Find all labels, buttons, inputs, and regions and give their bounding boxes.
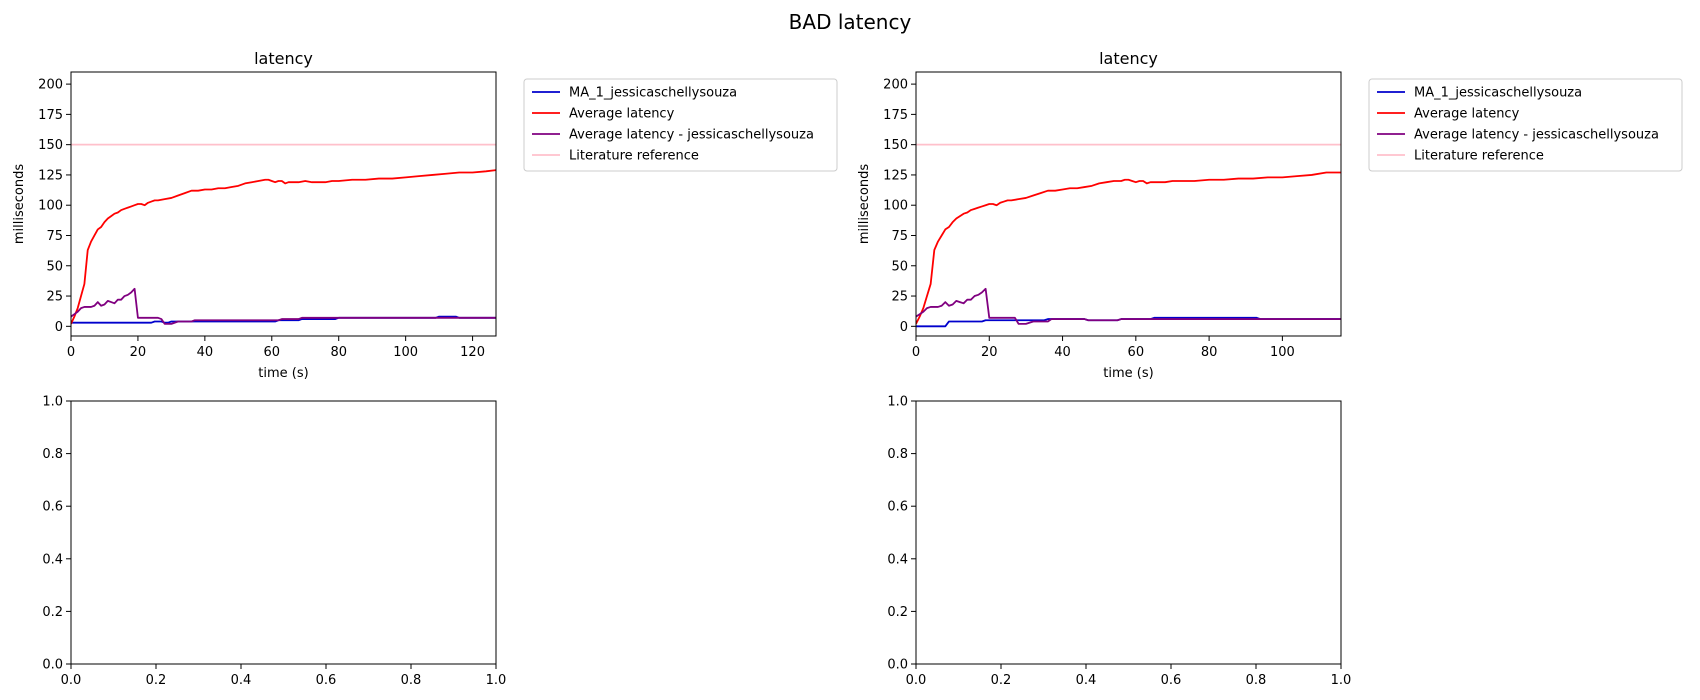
- x-tick-label: 0: [67, 345, 75, 360]
- y-tick-label: 1.0: [887, 395, 908, 410]
- x-tick-label: 80: [1201, 345, 1218, 360]
- series-line-3: [916, 287, 1341, 325]
- y-tick-label: 1.0: [42, 395, 63, 410]
- y-tick-label: 0.8: [42, 447, 63, 462]
- y-tick-label: 0.8: [887, 447, 908, 462]
- y-tick-label: 75: [891, 229, 908, 244]
- series-line-2: [71, 169, 496, 325]
- y-tick-label: 0.0: [887, 658, 908, 673]
- figure-suptitle: BAD latency: [789, 10, 912, 34]
- y-tick-label: 0.0: [42, 658, 63, 673]
- y-tick-label: 25: [891, 290, 908, 305]
- legend-entry: MA_1_jessicaschellysouza: [1414, 86, 1582, 101]
- legend-box: [523, 78, 838, 172]
- chart-panel-2: 0 20 40 60 80 100 0 25 50 75 100 125 150 175 200 latenc…: [857, 49, 1683, 381]
- legend-entry: Average latency - jessicaschellysouza: [569, 128, 814, 143]
- y-tick-label: 175: [883, 108, 908, 123]
- panel-title: latency: [254, 49, 313, 68]
- y-tick-label: 75: [46, 229, 63, 244]
- y-tick-label: 200: [883, 78, 908, 93]
- x-tick-label: 0.2: [991, 673, 1012, 688]
- x-tick-label: 20: [130, 345, 147, 360]
- x-tick-label: 60: [1128, 345, 1145, 360]
- x-tick-label: 0.4: [1076, 673, 1097, 688]
- x-tick-label: 20: [981, 345, 998, 360]
- x-tick-label: 60: [264, 345, 281, 360]
- axes-frame: [70, 400, 497, 665]
- y-tick-label: 25: [46, 290, 63, 305]
- axes-frame: [915, 71, 1342, 337]
- series-line-2: [916, 171, 1341, 325]
- chart-panel-1: 0 20 40 60 80 100 120 0 25 50 75 100 125 150 175 200 lat…: [12, 49, 838, 381]
- x-tick-label: 40: [1054, 345, 1071, 360]
- legend: MA_1_jessicaschellysouza Average latency A…: [523, 78, 838, 172]
- plot-lines: [916, 143, 1341, 328]
- y-axis-label: milliseconds: [857, 164, 872, 244]
- y-tick-label: 150: [38, 138, 63, 153]
- y-axis-label: milliseconds: [12, 164, 27, 244]
- x-axis-label: time (s): [258, 366, 308, 381]
- series-line-3: [71, 287, 496, 325]
- x-tick-label: 100: [1270, 345, 1295, 360]
- chart-panel-3: 0.0 0.2 0.4 0.6 0.8 1.0 0.0 0.2 0.4 0.6 0.8 1.0: [42, 395, 506, 689]
- legend-entry: Average latency - jessicaschellysouza: [1414, 128, 1659, 143]
- legend: MA_1_jessicaschellysouza Average latency A…: [1368, 78, 1683, 172]
- legend-entry: Average latency: [569, 107, 675, 122]
- chart-panel-4: 0.0 0.2 0.4 0.6 0.8 1.0 0.0 0.2 0.4 0.6 0.8 1.0: [887, 395, 1351, 689]
- x-tick-label: 0: [912, 345, 920, 360]
- y-tick-label: 0: [900, 320, 908, 335]
- x-tick-label: 80: [330, 345, 347, 360]
- x-tick-label: 0.8: [401, 673, 422, 688]
- y-tick-label: 125: [883, 168, 908, 183]
- x-tick-label: 120: [460, 345, 485, 360]
- x-tick-label: 0.8: [1246, 673, 1267, 688]
- y-tick-label: 175: [38, 108, 63, 123]
- y-tick-label: 50: [891, 259, 908, 274]
- x-tick-label: 0.4: [231, 673, 252, 688]
- plot-lines: [71, 143, 496, 325]
- y-tick-label: 200: [38, 78, 63, 93]
- y-tick-label: 0.2: [887, 605, 908, 620]
- y-tick-label: 0.6: [42, 500, 63, 515]
- y-tick-label: 0: [55, 320, 63, 335]
- x-tick-label: 0.6: [316, 673, 337, 688]
- x-tick-label: 100: [393, 345, 418, 360]
- y-tick-label: 125: [38, 168, 63, 183]
- legend-entry: Literature reference: [1414, 149, 1544, 164]
- y-tick-label: 0.4: [887, 552, 908, 567]
- legend-entry: Average latency: [1414, 107, 1520, 122]
- legend-box: [1368, 78, 1683, 172]
- legend-entry: MA_1_jessicaschellysouza: [569, 86, 737, 101]
- y-tick-label: 50: [46, 259, 63, 274]
- y-tick-label: 100: [38, 199, 63, 214]
- x-tick-label: 0.6: [1161, 673, 1182, 688]
- y-tick-label: 150: [883, 138, 908, 153]
- legend-entry: Literature reference: [569, 149, 699, 164]
- axes-frame: [70, 71, 497, 337]
- y-tick-label: 0.6: [887, 500, 908, 515]
- x-axis-label: time (s): [1103, 366, 1153, 381]
- x-tick-label: 0.2: [146, 673, 167, 688]
- y-tick-label: 0.2: [42, 605, 63, 620]
- x-tick-label: 1.0: [1331, 673, 1352, 688]
- x-tick-label: 0.0: [906, 673, 927, 688]
- y-tick-label: 0.4: [42, 552, 63, 567]
- x-tick-label: 1.0: [486, 673, 507, 688]
- panel-title: latency: [1099, 49, 1158, 68]
- axes-frame: [915, 400, 1342, 665]
- x-tick-label: 40: [197, 345, 214, 360]
- x-tick-label: 0.0: [61, 673, 82, 688]
- y-tick-label: 100: [883, 199, 908, 214]
